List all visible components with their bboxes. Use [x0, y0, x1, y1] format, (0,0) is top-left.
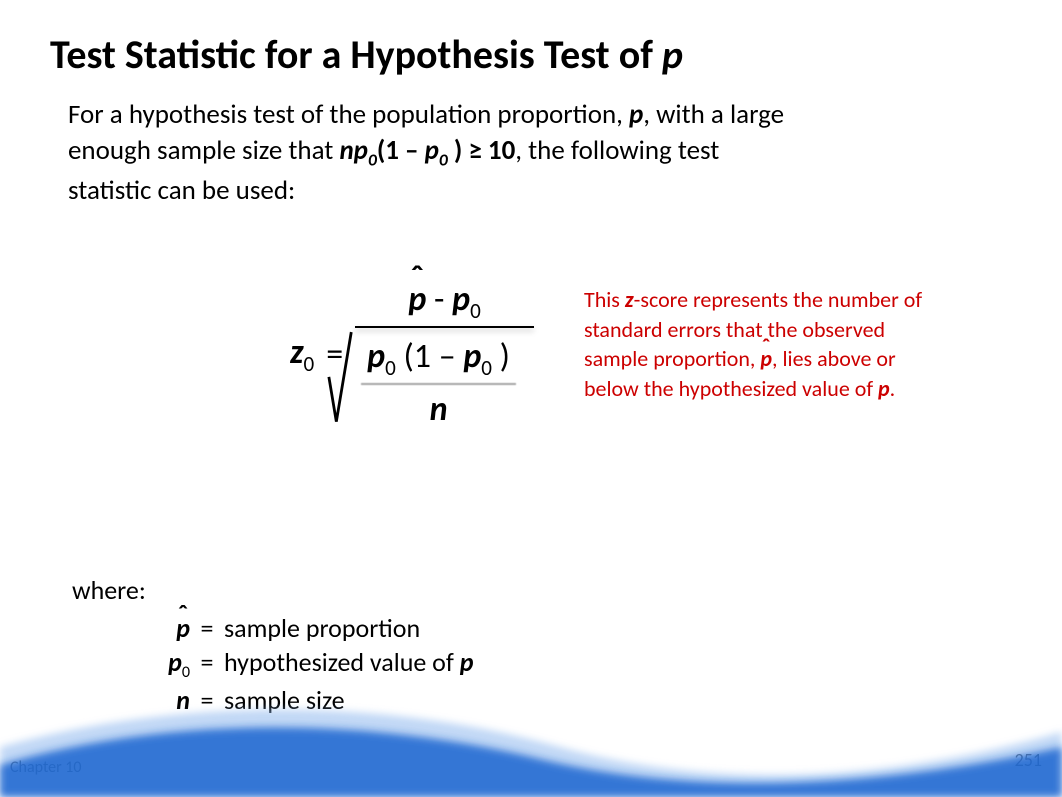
def-txt-phat: sample proportion: [224, 612, 420, 644]
note-p: p: [878, 375, 890, 402]
intro-np: np: [339, 134, 368, 167]
def-sym-phat: p: [120, 612, 190, 644]
def-txt-p0: hypothesized value of p: [224, 646, 473, 678]
def-sym-n: n: [120, 684, 190, 716]
intro-p: p: [629, 98, 643, 131]
def-row-p0: p0 = hypothesized value of p: [120, 646, 473, 682]
formula-numerator: p - p0: [394, 279, 494, 326]
formula-dmid: (1 –: [396, 336, 464, 377]
formula-denom-bar: [361, 383, 516, 385]
formula-fraction: p - p0 p0 (1 – p0 ) n: [355, 279, 534, 430]
intro-sub0b: 0: [439, 149, 448, 171]
formula-z-sub: 0: [304, 351, 315, 377]
def-eq-3: =: [190, 684, 224, 716]
formula-denom-top: p0 (1 – p0 ): [361, 336, 516, 383]
intro-sub0a: 0: [368, 149, 377, 171]
intro-t2b: (1 –: [377, 134, 425, 167]
slide: Test Statistic for a Hypothesis Test of …: [0, 0, 1062, 797]
def-eq-2: =: [190, 646, 224, 678]
formula-p0: p: [452, 279, 470, 320]
intro-p0: p: [425, 134, 439, 167]
def-txt-n: sample size: [224, 684, 345, 716]
side-note: This z-score represents the number of st…: [584, 285, 944, 404]
formula-phat: p: [408, 279, 426, 320]
note-t1: This: [584, 286, 625, 313]
title-var-p: p: [662, 30, 683, 79]
intro-t1: For a hypothesis test of the population …: [68, 98, 629, 131]
def-p0-sub: 0: [182, 663, 190, 682]
formula-z: z: [290, 332, 304, 373]
formula: z0 = p - p0 p0 (1 – p0 ): [290, 279, 534, 430]
intro-paragraph: For a hypothesis test of the population …: [68, 97, 1002, 209]
formula-dp0a: p: [367, 336, 385, 377]
formula-dp0a-sub: 0: [385, 355, 396, 381]
intro-t2c: ) ≥ 10: [448, 134, 516, 167]
def-p0-p: p: [168, 646, 182, 678]
formula-dclose: ): [492, 336, 510, 377]
formula-row: z0 = p - p0 p0 (1 – p0 ): [50, 279, 1022, 430]
chapter-label: Chapter 10: [10, 758, 82, 777]
def-row-phat: p = sample proportion: [120, 612, 473, 644]
page-number: 251: [1015, 749, 1042, 771]
def-sym-p0: p0: [120, 646, 190, 682]
intro-t2a: enough sample size that: [68, 134, 339, 167]
note-z: z: [625, 286, 634, 313]
def-phat-sym: p: [176, 612, 190, 644]
def-p0-txt-p: p: [460, 646, 474, 678]
formula-denominator-wrap: p0 (1 – p0 ) n: [355, 328, 534, 430]
formula-denominator: p0 (1 – p0 ) n: [355, 334, 534, 430]
where-label: where:: [72, 574, 146, 606]
def-p0-txt-a: hypothesized value of: [224, 646, 460, 678]
formula-dp0b-sub: 0: [481, 355, 492, 381]
note-phat: p: [760, 344, 772, 374]
formula-n: n: [430, 385, 448, 430]
formula-p0-sub: 0: [470, 298, 481, 324]
def-eq-1: =: [190, 612, 224, 644]
sqrt-icon: [327, 328, 355, 430]
formula-dp0b: p: [463, 336, 481, 377]
intro-t3: statistic can be used:: [68, 174, 295, 207]
formula-lhs: z0: [290, 332, 326, 377]
intro-t1b: , with a large: [643, 98, 784, 131]
formula-minus: -: [426, 279, 452, 320]
note-t4: .: [890, 375, 896, 402]
slide-title: Test Statistic for a Hypothesis Test of …: [50, 30, 1022, 79]
definitions: p = sample proportion p0 = hypothesized …: [120, 612, 473, 718]
def-row-n: n = sample size: [120, 684, 473, 716]
intro-t2d: , the following test: [515, 134, 719, 167]
title-text: Test Statistic for a Hypothesis Test of: [50, 30, 662, 79]
